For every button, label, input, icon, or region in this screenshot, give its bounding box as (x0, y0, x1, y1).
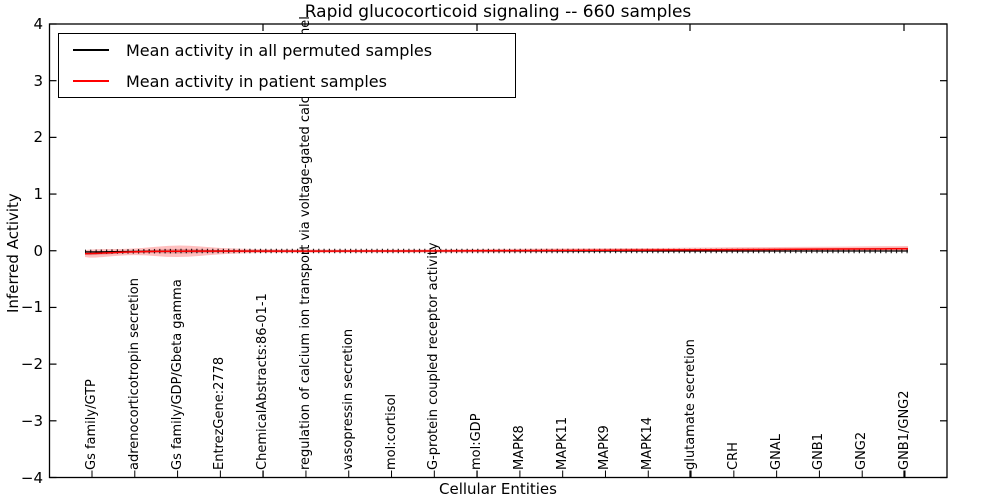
x-tick-label: GNG2 (854, 431, 870, 470)
x-tick-label: Gs family/GTP (84, 379, 99, 470)
patient-mean-line (84, 247, 908, 255)
y-tick-label: 2 (33, 128, 43, 147)
x-tick-label: Gs family/GDP/Gbeta gamma (169, 279, 185, 470)
spread-band (85, 245, 908, 258)
x-tick-label: EntrezGene:2778 (212, 356, 228, 470)
x-tick-label: GNB1/GNG2 (897, 390, 912, 470)
x-tick-label: mol:cortisol (383, 393, 399, 470)
x-tick-label: MAPK9 (597, 425, 613, 470)
legend: Mean activity in all permuted samples Me… (58, 33, 516, 98)
y-tick-label: −1 (20, 298, 43, 317)
spread-band-core (85, 247, 908, 256)
legend-item-patient: Mean activity in patient samples (59, 66, 515, 96)
y-tick-label: 1 (33, 185, 43, 204)
y-tick-label: −3 (20, 411, 43, 430)
chart-title: Rapid glucocorticoid signaling -- 660 sa… (304, 2, 692, 22)
permuted-mean-markers (84, 248, 908, 255)
x-tick-label: G-protein coupled receptor activity (426, 242, 442, 470)
x-tick-label: GNAL (768, 434, 784, 470)
y-tick-label: 0 (33, 241, 43, 260)
legend-label: Mean activity in all permuted samples (126, 40, 433, 60)
x-tick-label: MAPK8 (511, 425, 527, 470)
x-tick-label: CRH (725, 442, 741, 470)
x-tick-label: MAPK14 (640, 416, 656, 470)
y-tick-label: 3 (33, 71, 43, 90)
x-axis-label: Cellular Entities (439, 480, 557, 498)
legend-item-permuted: Mean activity in all permuted samples (59, 35, 515, 65)
y-tick-label: 4 (33, 15, 43, 33)
x-tick-label: glutamate secretion (683, 339, 699, 470)
legend-label: Mean activity in patient samples (126, 71, 387, 91)
x-tick-label: mol:GDP (469, 413, 485, 470)
black-line-sample-icon (73, 49, 109, 51)
x-tick-label: vasopressin secretion (340, 328, 356, 470)
permuted-mean-line (84, 250, 908, 253)
x-tick-label: GNB1 (811, 433, 827, 470)
x-tick-label: MAPK11 (554, 416, 570, 470)
red-line-sample-icon (73, 80, 109, 82)
y-tick-label: −4 (20, 468, 43, 487)
x-tick-label: adrenocorticotropin secretion (126, 278, 142, 470)
x-tick-label: ChemicalAbstracts:86-01-1 (255, 293, 271, 470)
y-tick-label: −2 (20, 355, 43, 374)
